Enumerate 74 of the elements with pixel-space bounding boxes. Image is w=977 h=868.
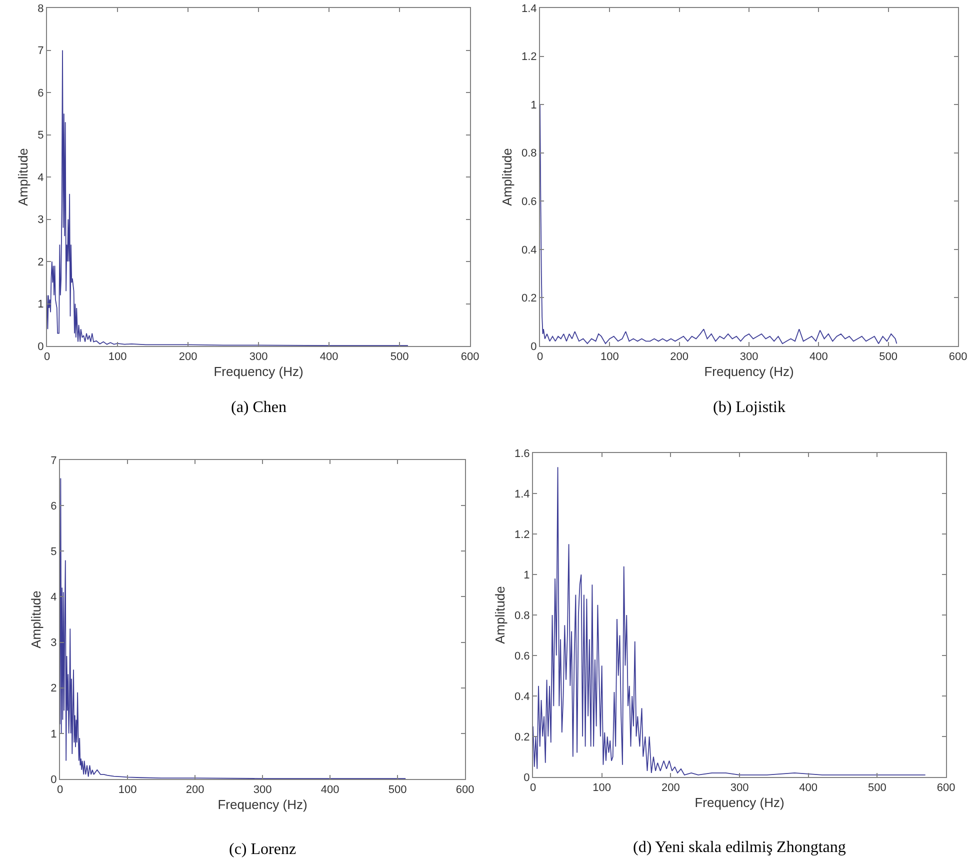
x-tick-label: 200 [661, 782, 680, 794]
x-tick-label: 600 [456, 784, 474, 796]
text: (b) Lojistik [713, 399, 786, 416]
line-series [533, 466, 926, 776]
y-tick-label: 1 [38, 298, 44, 311]
x-tick-label: 100 [600, 351, 619, 364]
x-tick-label: 500 [868, 782, 886, 794]
x-tick-label: 600 [460, 351, 480, 364]
y-tick-label: 0.8 [514, 610, 530, 622]
x-tick-label: 400 [799, 782, 818, 794]
x-axis-title: Frequency (Hz) [218, 796, 308, 812]
x-axis-title: Frequency (Hz) [694, 794, 784, 810]
line-series [540, 104, 898, 344]
x-tick-label: 200 [186, 784, 204, 796]
y-tick-label: 4 [38, 172, 44, 184]
y-tick-label: 1.6 [514, 448, 530, 460]
y-tick-label: 0.4 [514, 690, 530, 703]
x-tick-label: 200 [178, 351, 198, 364]
y-tick-label: 0.2 [522, 292, 537, 305]
y-tick-label: 0.6 [522, 196, 537, 208]
x-tick-label: 500 [879, 351, 898, 364]
y-tick-label: 0 [50, 774, 57, 786]
y-tick-label: 1 [50, 728, 57, 740]
y-tick-label: 3 [50, 637, 57, 650]
x-tick-label: 400 [809, 351, 828, 364]
text: (d) Yeni skala edilmiş Zhongtang [633, 839, 846, 856]
y-tick-label: 5 [50, 546, 57, 558]
y-tick-label: 0 [530, 340, 537, 353]
x-tick-label: 400 [320, 784, 340, 796]
y-tick-label: 1 [524, 569, 530, 582]
y-axis-title: Amplitude [28, 590, 44, 648]
y-axis-title: Amplitude [499, 148, 514, 206]
x-tick-label: 600 [948, 351, 968, 364]
y-tick-label: 4 [50, 592, 57, 604]
y-tick-label: 8 [38, 2, 44, 15]
y-tick-label: 0.6 [514, 650, 530, 662]
text: (a) Chen [231, 399, 287, 416]
y-tick-label: 1.4 [522, 2, 537, 15]
y-axis-title: Amplitude [492, 586, 508, 644]
x-tick-label: 300 [740, 351, 758, 364]
y-tick-label: 0.4 [522, 244, 537, 256]
x-tick-label: 100 [108, 351, 127, 364]
y-tick-label: 0 [38, 340, 44, 353]
x-tick-label: 500 [390, 351, 409, 364]
x-tick-label: 400 [320, 351, 338, 364]
y-tick-label: 6 [50, 500, 57, 512]
x-tick-label: 100 [118, 784, 137, 796]
y-tick-label: 2 [38, 256, 44, 268]
y-tick-label: 7 [50, 454, 57, 467]
y-tick-label: 5 [38, 130, 44, 142]
x-tick-label: 200 [670, 351, 689, 364]
y-tick-label: 1.4 [514, 488, 530, 500]
line-series [60, 478, 406, 779]
y-tick-label: 1 [530, 99, 537, 112]
y-axis-title: Amplitude [16, 148, 31, 206]
y-tick-label: 2 [50, 682, 57, 695]
line-series [47, 50, 408, 346]
x-axis-title: Frequency (Hz) [214, 364, 304, 379]
x-tick-label: 300 [253, 784, 272, 796]
y-tick-label: 1.2 [522, 51, 537, 64]
y-tick-label: 0.2 [514, 731, 530, 744]
x-tick-label: 300 [730, 782, 749, 794]
y-tick-label: 3 [38, 214, 44, 226]
x-axis-title: Frequency (Hz) [704, 364, 794, 379]
x-tick-label: 600 [936, 782, 956, 794]
x-tick-label: 100 [592, 782, 612, 794]
y-tick-label: 7 [38, 45, 44, 58]
y-tick-label: 0 [524, 772, 530, 784]
y-tick-label: 6 [38, 87, 44, 100]
x-tick-label: 300 [249, 351, 268, 364]
x-tick-label: 500 [388, 784, 407, 796]
text: (c) Lorenz [229, 841, 296, 858]
y-tick-label: 0.8 [522, 148, 537, 160]
y-tick-label: 1.2 [514, 528, 530, 541]
